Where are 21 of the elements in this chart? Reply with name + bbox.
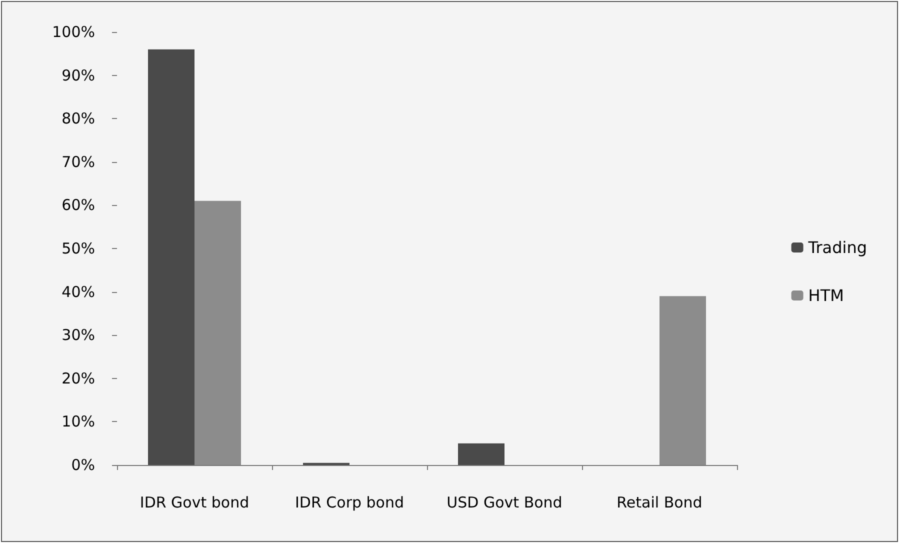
legend-label: HTM <box>808 286 844 305</box>
x-tick-label: IDR Corp bond <box>295 494 404 512</box>
y-tick-label: 80% <box>62 110 95 128</box>
x-tick-label: Retail Bond <box>616 494 702 512</box>
bar <box>194 200 241 465</box>
y-tick-label: 100% <box>52 23 95 41</box>
y-tick-label: 40% <box>62 282 95 301</box>
y-tick-label: 30% <box>62 326 95 344</box>
bar <box>148 49 194 465</box>
y-tick-label: 0% <box>71 456 95 474</box>
legend-label: Trading <box>807 238 867 257</box>
x-tick-label: USD Govt Bond <box>446 494 562 512</box>
y-tick-label: 50% <box>62 240 95 258</box>
y-tick-label: 90% <box>62 66 95 84</box>
y-tick-label: 70% <box>62 152 95 171</box>
y-tick-label: 20% <box>62 369 95 388</box>
y-tick-label: 60% <box>62 196 95 214</box>
y-tick-label: 10% <box>62 412 95 431</box>
bar <box>660 296 706 465</box>
x-tick-label: IDR Govt bond <box>140 494 250 512</box>
bar <box>458 443 504 465</box>
